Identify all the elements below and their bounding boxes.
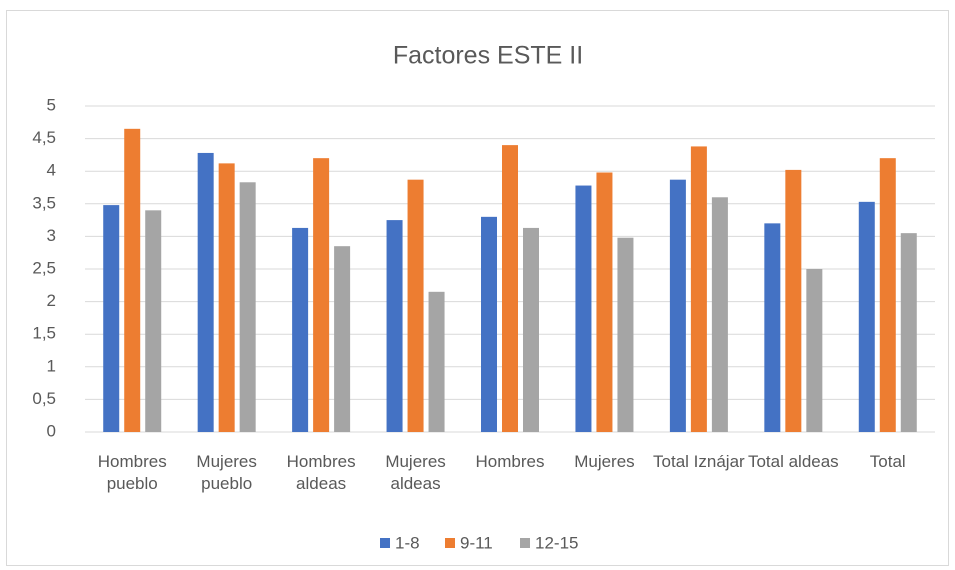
y-tick-label: 4 (47, 161, 56, 180)
bar (386, 220, 403, 432)
y-tick-label: 1,5 (32, 324, 56, 343)
x-tick-label: Hombres (475, 452, 545, 471)
legend-label: 9-11 (460, 533, 493, 552)
legend-swatch (380, 538, 390, 548)
legend-swatch (445, 538, 455, 548)
bar (428, 291, 445, 432)
bar (292, 227, 309, 432)
legend-label: 12-15 (535, 533, 578, 552)
y-tick-label: 3,5 (32, 193, 56, 212)
bar (858, 201, 875, 432)
bar (145, 210, 162, 432)
y-tick-label: 0,5 (32, 389, 56, 408)
x-tick-label: Total aldeas (747, 452, 839, 471)
legend-label: 1-8 (395, 533, 420, 552)
y-tick-label: 5 (47, 95, 56, 114)
bar (239, 182, 256, 432)
bar (502, 145, 518, 432)
x-tick-label: Mujeres aldeas (385, 452, 446, 493)
bar (103, 205, 120, 432)
x-tick-label: Mujeres (574, 452, 635, 471)
bar (481, 216, 497, 432)
chart-title: Factores ESTE II (393, 42, 583, 70)
bar (617, 237, 634, 432)
x-tick-label: Total Iznájar (653, 452, 745, 471)
y-tick-label: 4,5 (32, 128, 56, 147)
bar (334, 246, 351, 432)
x-tick-label: Mujeres pueblo (196, 452, 257, 493)
bar (669, 179, 686, 432)
bar (764, 223, 781, 432)
bar (879, 158, 896, 432)
bar (806, 269, 823, 432)
y-tick-label: 0 (47, 421, 56, 440)
bar (596, 172, 613, 432)
x-tick-label: Hombres pueblo (97, 452, 167, 493)
bar (575, 185, 592, 432)
bar (523, 227, 539, 432)
legend-swatch (520, 538, 530, 548)
y-tick-label: 1 (47, 356, 56, 375)
bar (785, 169, 802, 432)
bar (313, 158, 330, 432)
y-tick-label: 3 (47, 226, 56, 245)
x-tick-label: Total (869, 452, 906, 471)
x-tick-label: Hombres aldeas (286, 452, 356, 493)
bar (124, 128, 141, 432)
bar (197, 152, 214, 432)
bar (407, 179, 424, 432)
y-tick-label: 2 (47, 291, 56, 310)
bar (711, 197, 728, 432)
y-tick-label: 2,5 (32, 258, 56, 277)
bar (900, 233, 917, 432)
bar (218, 163, 235, 432)
bar (690, 146, 707, 432)
